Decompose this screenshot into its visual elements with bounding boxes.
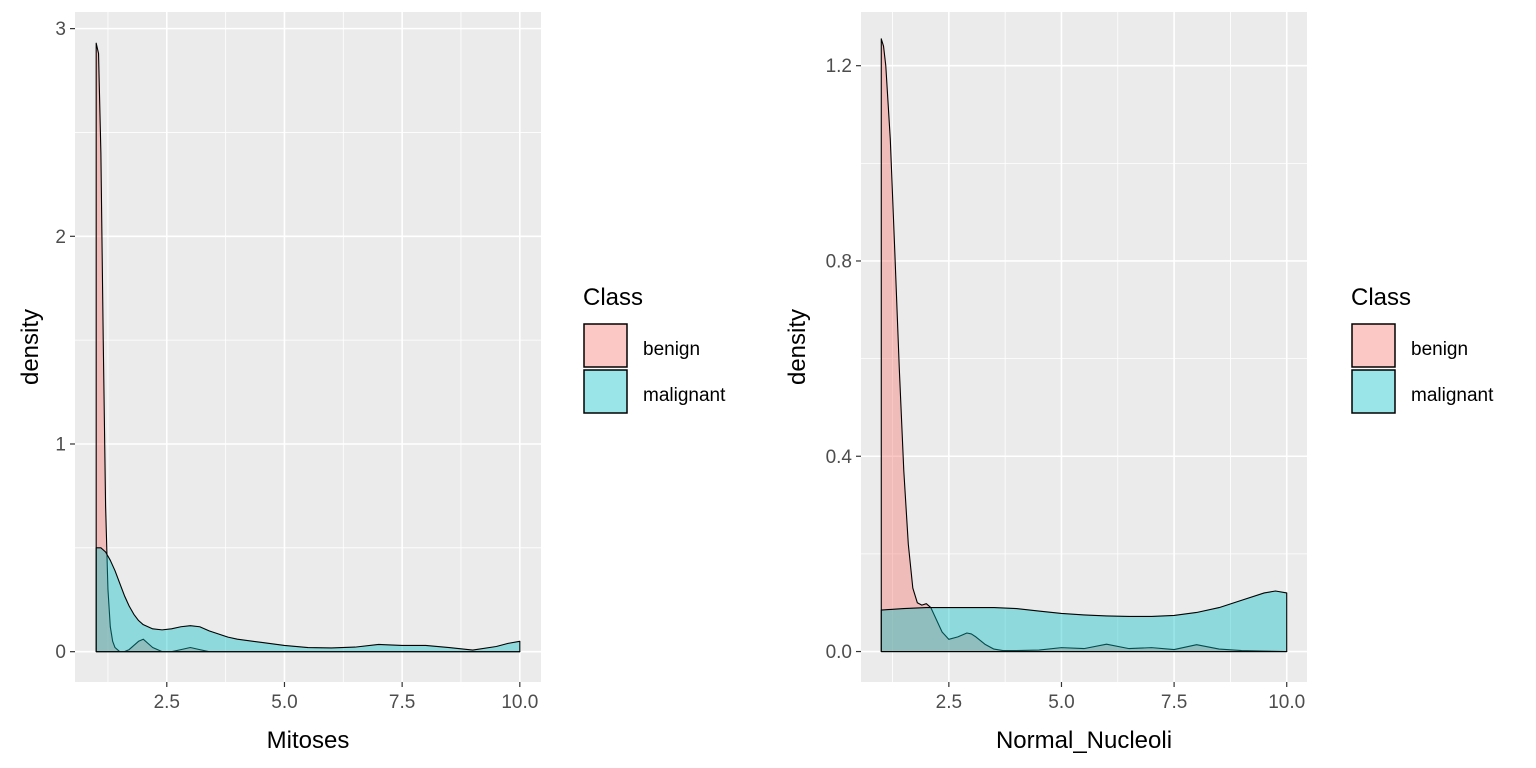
density-area-benign-normal-nucleoli [880, 38, 1288, 653]
legend-key-benign-mitoses [583, 323, 628, 368]
x-axis-normal-nucleoli: 2.5 5.0 7.5 10.0 [936, 682, 1305, 713]
y-tick-label: 0.8 [826, 251, 852, 272]
x-tick-label: 5.0 [1048, 692, 1074, 713]
chart-normal-nucleoli: 0.0 0.4 0.8 1.2 2.5 5.0 7.5 10.0 Normal_Nucleo… [784, 12, 1494, 754]
y-tick-label: 1.2 [826, 56, 852, 77]
density-areas-normal-nucleoli [880, 38, 1288, 653]
y-tick-label: 1 [55, 434, 66, 455]
x-axis-title-normal-nucleoli: Normal_Nucleoli [996, 727, 1172, 754]
legend-title-normal-nucleoli: Class [1351, 284, 1411, 311]
y-tick-label: 2 [55, 227, 66, 248]
legend-label-malignant-mitoses: malignant [643, 385, 726, 406]
legend-key-malignant-normal-nucleoli [1351, 369, 1396, 414]
y-tick-label: 0.4 [826, 447, 853, 468]
x-tick-label: 10.0 [501, 692, 538, 713]
x-tick-label: 10.0 [1268, 692, 1305, 713]
plot-panel-normal-nucleoli [861, 12, 1307, 682]
y-axis-title-normal-nucleoli: density [784, 309, 811, 385]
density-areas-mitoses [95, 42, 521, 653]
y-tick-label: 3 [55, 19, 66, 40]
y-axis-mitoses: 0 1 2 3 [55, 19, 75, 663]
x-tick-label: 2.5 [936, 692, 962, 713]
legend-normal-nucleoli: Class benign malignant [1351, 284, 1494, 414]
y-tick-label: 0 [55, 642, 66, 663]
density-area-malignant-mitoses [95, 547, 521, 653]
legend-mitoses: Class benign malignant [583, 284, 726, 414]
y-tick-label: 0.0 [826, 642, 852, 663]
legend-key-malignant-mitoses [583, 369, 628, 414]
legend-label-benign-normal-nucleoli: benign [1411, 339, 1468, 360]
plot-panel-mitoses [75, 12, 541, 682]
density-area-malignant-normal-nucleoli [880, 590, 1288, 653]
y-axis-normal-nucleoli: 0.0 0.4 0.8 1.2 [826, 56, 861, 663]
chart-mitoses: 0 1 2 3 2.5 5.0 7.5 10.0 Mitoses density Class… [17, 12, 726, 754]
legend-label-malignant-normal-nucleoli: malignant [1411, 385, 1494, 406]
x-tick-label: 5.0 [271, 692, 297, 713]
legend-title-mitoses: Class [583, 284, 643, 311]
legend-label-benign-mitoses: benign [643, 339, 700, 360]
y-axis-title-mitoses: density [17, 309, 44, 385]
x-tick-label: 7.5 [389, 692, 415, 713]
x-axis-mitoses: 2.5 5.0 7.5 10.0 [154, 682, 538, 713]
legend-key-benign-normal-nucleoli [1351, 323, 1396, 368]
x-tick-label: 7.5 [1161, 692, 1187, 713]
x-axis-title-mitoses: Mitoses [267, 727, 350, 754]
x-tick-label: 2.5 [154, 692, 180, 713]
